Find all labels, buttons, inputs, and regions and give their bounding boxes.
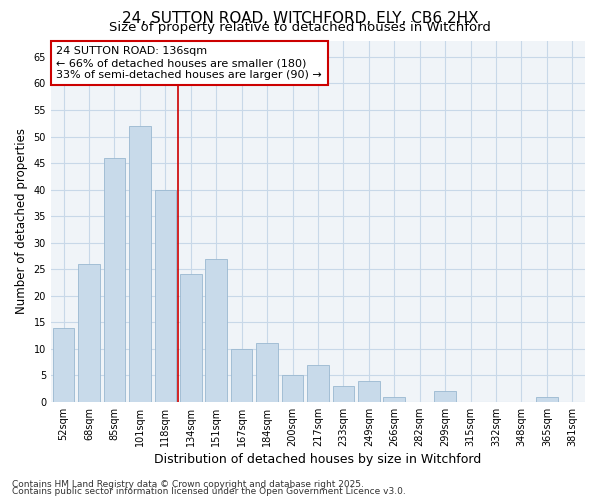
Text: Size of property relative to detached houses in Witchford: Size of property relative to detached ho… [109,22,491,35]
Text: 24 SUTTON ROAD: 136sqm
← 66% of detached houses are smaller (180)
33% of semi-de: 24 SUTTON ROAD: 136sqm ← 66% of detached… [56,46,322,80]
Bar [358,380,380,402]
Bar [332,386,354,402]
Bar [129,126,151,402]
Text: 24, SUTTON ROAD, WITCHFORD, ELY, CB6 2HX: 24, SUTTON ROAD, WITCHFORD, ELY, CB6 2HX [122,11,478,26]
Bar [434,391,456,402]
Text: Contains public sector information licensed under the Open Government Licence v3: Contains public sector information licen… [12,487,406,496]
Bar [104,158,125,402]
Text: Contains HM Land Registry data © Crown copyright and database right 2025.: Contains HM Land Registry data © Crown c… [12,480,364,489]
X-axis label: Distribution of detached houses by size in Witchford: Distribution of detached houses by size … [154,453,482,466]
Bar [282,376,304,402]
Bar [383,396,405,402]
Bar [256,344,278,402]
Bar [155,190,176,402]
Bar [78,264,100,402]
Bar [231,349,253,402]
Bar [536,396,557,402]
Bar [53,328,74,402]
Bar [180,274,202,402]
Bar [205,258,227,402]
Y-axis label: Number of detached properties: Number of detached properties [15,128,28,314]
Bar [307,364,329,402]
